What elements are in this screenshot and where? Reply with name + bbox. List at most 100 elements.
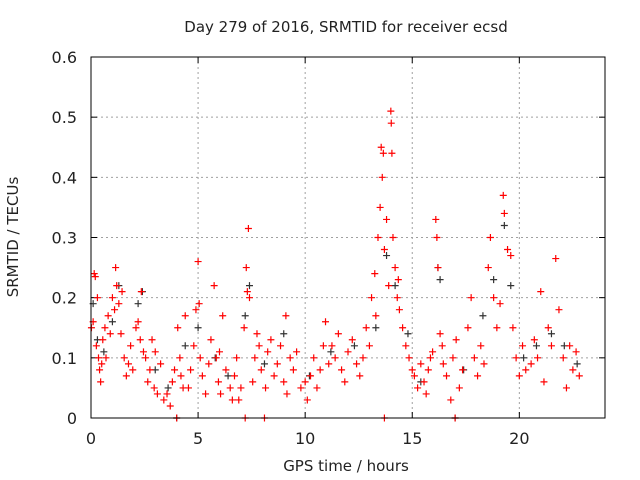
data-point-ecsd	[244, 224, 252, 232]
data-point-ecsd	[134, 318, 142, 326]
data-point-ecsd	[144, 378, 152, 386]
data-point-other	[383, 252, 391, 260]
tick-labels: 0 5 10 15 20 0 0.1 0.2 0.3 0.4 0.5 0.6	[52, 48, 530, 448]
data-point-other	[260, 360, 268, 368]
data-point-ecsd	[192, 306, 200, 314]
data-point-ecsd	[341, 378, 349, 386]
data-point-other	[134, 300, 142, 308]
data-point-ecsd	[214, 378, 222, 386]
data-point-ecsd	[212, 354, 220, 362]
data-point-ecsd	[219, 312, 227, 320]
data-point-other	[350, 342, 358, 350]
data-point-ecsd	[387, 107, 395, 115]
data-point-ecsd	[235, 396, 243, 404]
y-tick-label: 0.2	[52, 289, 77, 308]
data-point-ecsd	[480, 360, 488, 368]
data-point-ecsd	[90, 270, 98, 278]
data-point-ecsd	[118, 288, 126, 296]
data-point-ecsd	[559, 354, 567, 362]
data-point-ecsd	[245, 294, 253, 302]
data-point-other	[280, 330, 288, 338]
data-point-ecsd	[455, 384, 463, 392]
data-point-ecsd	[136, 336, 144, 344]
data-point-ecsd	[319, 342, 327, 350]
data-point-ecsd	[353, 360, 361, 368]
data-point-other	[391, 282, 399, 290]
data-point-ecsd	[391, 264, 399, 272]
data-point-ecsd	[243, 288, 251, 296]
data-point-ecsd	[394, 276, 402, 284]
data-point-ecsd	[307, 372, 315, 380]
data-point-ecsd	[374, 234, 382, 241]
data-point-ecsd	[436, 330, 444, 338]
data-point-ecsd	[166, 402, 174, 410]
data-point-ecsd	[420, 378, 428, 386]
data-point-ecsd	[459, 366, 467, 374]
data-point-ecsd	[325, 360, 333, 368]
data-point-ecsd	[555, 306, 563, 314]
data-point-ecsd	[146, 366, 154, 374]
data-point-ecsd	[377, 143, 385, 151]
data-point-other	[224, 372, 232, 380]
data-point-ecsd	[424, 366, 432, 374]
data-point-ecsd	[127, 342, 135, 350]
data-point-ecsd	[151, 348, 159, 356]
data-point-ecsd	[129, 366, 137, 374]
data-point-ecsd	[540, 378, 548, 386]
data-point-ecsd	[322, 318, 330, 326]
data-point-ecsd	[496, 300, 504, 308]
data-point-ecsd	[249, 378, 257, 386]
data-point-ecsd	[207, 336, 215, 344]
data-point-ecsd	[283, 390, 291, 398]
data-point-ecsd	[512, 354, 520, 362]
x-tick-label: 20	[509, 429, 529, 448]
data-point-ecsd	[371, 270, 379, 278]
data-point-ecsd	[474, 372, 482, 380]
data-point-ecsd	[484, 264, 492, 272]
data-point-ecsd	[385, 282, 393, 290]
y-tick-label: 0.5	[52, 108, 77, 127]
data-point-ecsd	[387, 119, 395, 127]
data-point-ecsd	[282, 312, 290, 320]
data-point-ecsd	[464, 324, 472, 332]
data-point-ecsd	[434, 264, 442, 272]
data-point-ecsd	[552, 255, 560, 263]
data-point-ecsd	[486, 234, 494, 241]
data-points	[87, 107, 583, 422]
data-point-ecsd	[365, 342, 373, 350]
data-point-other	[404, 330, 412, 338]
data-point-ecsd	[399, 324, 407, 332]
data-point-ecsd	[168, 378, 176, 386]
data-point-ecsd	[111, 306, 119, 314]
data-point-ecsd	[117, 330, 125, 338]
data-point-ecsd	[303, 396, 311, 404]
data-point-ecsd	[112, 264, 120, 272]
data-point-ecsd	[395, 306, 403, 314]
data-point-ecsd	[344, 348, 352, 356]
data-point-ecsd	[477, 342, 485, 350]
data-point-ecsd	[537, 288, 545, 296]
data-point-ecsd	[171, 366, 179, 374]
data-point-ecsd	[222, 366, 230, 374]
data-point-ecsd	[120, 354, 128, 362]
data-point-ecsd	[97, 378, 105, 386]
data-point-ecsd	[316, 366, 324, 374]
data-point-ecsd	[328, 342, 336, 350]
data-point-ecsd	[389, 234, 397, 241]
data-point-ecsd	[467, 294, 475, 302]
data-point-ecsd	[286, 354, 294, 362]
data-point-ecsd	[293, 348, 301, 356]
data-point-ecsd	[383, 215, 391, 223]
data-point-ecsd	[439, 360, 447, 368]
data-point-ecsd	[378, 173, 386, 181]
data-point-ecsd	[242, 264, 250, 272]
data-point-ecsd	[104, 312, 112, 320]
data-point-ecsd	[195, 300, 203, 308]
data-point-ecsd	[499, 191, 507, 199]
data-point-ecsd	[270, 372, 278, 380]
data-point-other	[573, 360, 581, 368]
x-tick-label: 10	[295, 429, 315, 448]
data-point-ecsd	[443, 372, 451, 380]
data-point-ecsd	[280, 378, 288, 386]
data-point-other	[500, 221, 508, 229]
